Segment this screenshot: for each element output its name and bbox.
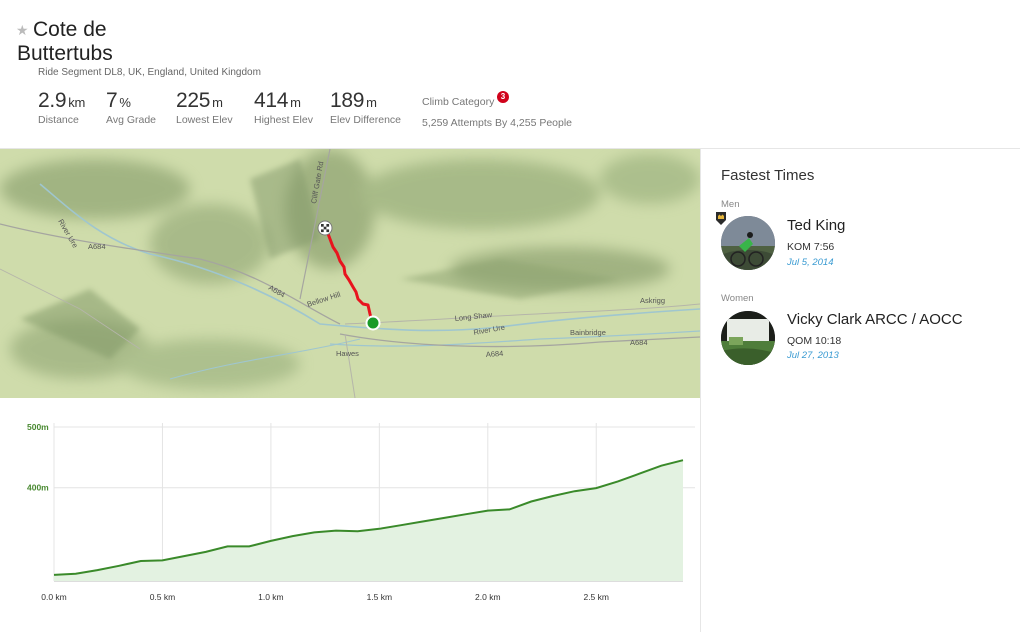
header-divider (0, 148, 1020, 149)
fastest-times-title: Fastest Times (721, 167, 815, 184)
segment-map[interactable]: Cliff Gate Rd River Ure A684 A684 Bellow… (0, 149, 700, 398)
elevation-line (53, 459, 684, 576)
segment-title-line2: Buttertubs (17, 42, 113, 65)
y-tick-label: 500m (27, 422, 49, 432)
x-tick-label: 0.5 km (150, 592, 176, 602)
segment-subtitle: Ride Segment DL8, UK, England, United Ki… (38, 67, 261, 78)
stat-label: Elev Difference (330, 114, 402, 126)
stat-label: Lowest Elev (176, 114, 233, 126)
women-leader-time: QOM 10:18 (787, 335, 842, 347)
panel-divider (700, 149, 701, 632)
men-label: Men (721, 199, 740, 210)
stat-value: 7 (106, 89, 118, 112)
women-leader-name[interactable]: Vicky Clark ARCC / AOCC (787, 311, 963, 328)
stat-label: Avg Grade (106, 114, 157, 126)
stat-avg-grade: 7% Avg Grade (106, 89, 156, 126)
stat-unit: km (68, 95, 86, 110)
stat-distance: 2.9 km Distance (38, 89, 85, 126)
stat-value: 414 (254, 89, 289, 112)
y-tick-label: 400m (27, 483, 49, 493)
stat-value: 2.9 (38, 89, 67, 112)
women-leader-date[interactable]: Jul 27, 2013 (787, 350, 839, 361)
finish-flag-icon (317, 220, 333, 236)
men-leader-time: KOM 7:56 (787, 241, 835, 253)
stat-value: 189 (330, 89, 365, 112)
map-label-a684-right: A684 (486, 349, 504, 359)
x-tick-label: 2.5 km (583, 592, 609, 602)
map-label-a684-far: A684 (630, 338, 648, 347)
map-label-bainbridge: Bainbridge (570, 328, 606, 337)
climb-category-label: Climb Category (422, 96, 495, 108)
men-leader-date[interactable]: Jul 5, 2014 (787, 257, 834, 268)
elevation-area (54, 460, 683, 581)
elevation-chart[interactable]: 400m 500m 0.0 km 0.5 km 1.0 km 1.5 km 2.0 km 2… (0, 400, 700, 632)
kom-crown-icon (716, 212, 726, 225)
stat-highest-elev: 414 m Highest Elev (254, 89, 313, 126)
men-leader-name[interactable]: Ted King (787, 217, 846, 234)
map-label-long-shaw: Long Shaw (454, 310, 493, 323)
start-marker-icon (365, 315, 381, 331)
x-tick-label: 2.0 km (475, 592, 501, 602)
stat-unit: m (212, 95, 223, 110)
climb-category-badge: 3 (497, 91, 509, 103)
map-label-hawes: Hawes (336, 349, 359, 358)
stat-unit: % (119, 95, 131, 110)
avatar-vicky-clark[interactable] (721, 311, 775, 365)
stat-value: 225 (176, 89, 211, 112)
stat-elev-difference: 189 m Elev Difference (330, 89, 401, 126)
women-label: Women (721, 293, 754, 304)
star-icon[interactable]: ★ (16, 22, 29, 38)
x-tick-label: 0.0 km (41, 592, 67, 602)
x-tick-label: 1.5 km (367, 592, 393, 602)
map-label-askrigg: Askrigg (640, 296, 665, 305)
stat-lowest-elev: 225 m Lowest Elev (176, 89, 233, 126)
segment-title-line1: Cote de (33, 18, 107, 41)
stat-unit: m (366, 95, 377, 110)
stat-unit: m (290, 95, 301, 110)
segment-route-line (325, 230, 374, 322)
avatar-ted-king[interactable] (721, 216, 775, 270)
stat-label: Distance (38, 114, 79, 126)
map-label-a684-left: A684 (88, 242, 106, 251)
attempts-text: 5,259 Attempts By 4,255 People (422, 117, 573, 129)
x-tick-label: 1.0 km (258, 592, 284, 602)
stat-label: Highest Elev (254, 114, 313, 126)
